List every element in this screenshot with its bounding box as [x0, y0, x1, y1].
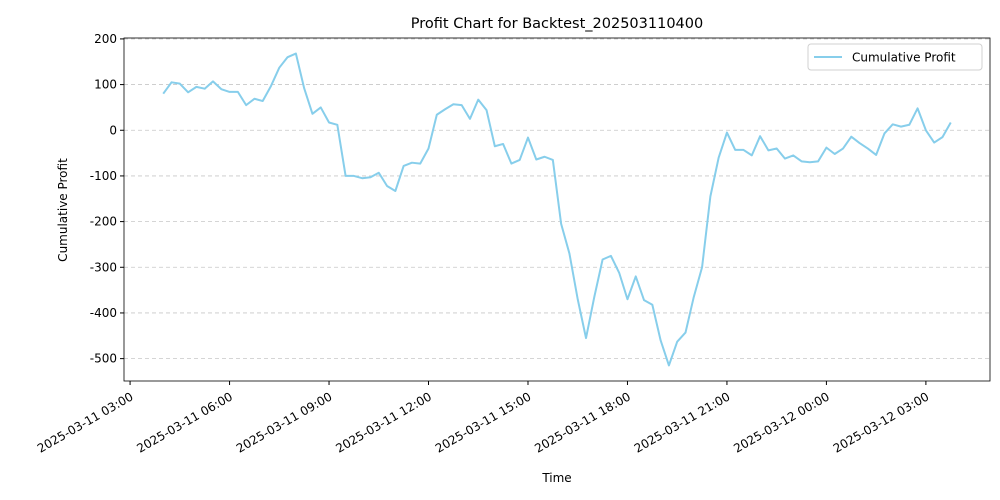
x-tick-label: 2025-03-11 21:00 [632, 389, 733, 455]
x-tick-label: 2025-03-11 18:00 [532, 389, 633, 455]
x-tick-label: 2025-03-11 09:00 [234, 389, 335, 455]
x-tick-label: 2025-03-12 03:00 [831, 389, 932, 455]
plot-frame [123, 37, 991, 382]
y-tick-label: -300 [90, 260, 117, 274]
y-tick-label: 100 [94, 78, 117, 92]
legend-label: Cumulative Profit [852, 51, 956, 65]
x-tick-label: 2025-03-11 03:00 [35, 389, 136, 455]
y-tick-label: 200 [94, 32, 117, 46]
x-axis-label: Time [541, 471, 571, 485]
x-tick-label: 2025-03-11 06:00 [134, 389, 235, 455]
y-tick-label: 0 [109, 123, 117, 137]
x-tick-label: 2025-03-12 00:00 [731, 389, 832, 455]
y-axis-label: Cumulative Profit [56, 158, 70, 262]
line-series [162, 52, 952, 367]
y-tick-label: -500 [90, 352, 117, 366]
y-tick-label: -100 [90, 169, 117, 183]
legend-box [807, 43, 983, 71]
chart-title: Profit Chart for Backtest_202503110400 [411, 16, 703, 32]
y-tick-label: -200 [90, 215, 117, 229]
x-tick-label: 2025-03-11 12:00 [333, 389, 434, 455]
y-tick-label: -400 [90, 306, 117, 320]
x-tick-label: 2025-03-11 15:00 [433, 389, 534, 455]
